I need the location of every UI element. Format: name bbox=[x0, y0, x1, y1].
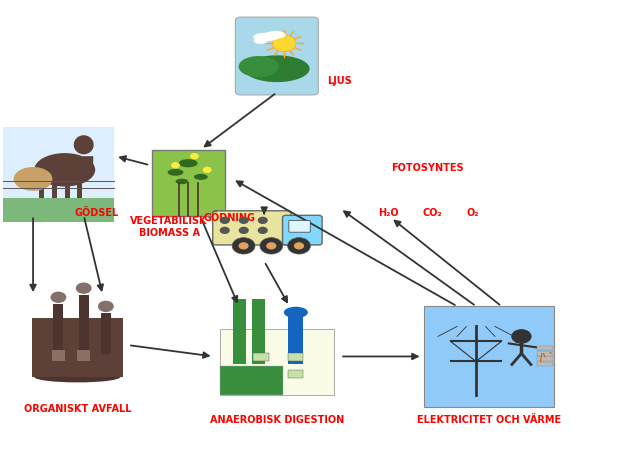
Bar bbox=[100, 313, 111, 354]
Text: H₂O: H₂O bbox=[378, 208, 399, 218]
Ellipse shape bbox=[194, 174, 208, 180]
Circle shape bbox=[219, 227, 230, 234]
Text: LJUS: LJUS bbox=[328, 76, 352, 86]
Bar bbox=[288, 353, 303, 361]
Bar bbox=[79, 295, 89, 354]
Circle shape bbox=[232, 238, 255, 254]
Bar bbox=[39, 175, 45, 198]
Ellipse shape bbox=[74, 135, 93, 154]
Ellipse shape bbox=[244, 55, 310, 82]
Bar bbox=[288, 371, 303, 378]
Circle shape bbox=[258, 217, 268, 224]
FancyBboxPatch shape bbox=[3, 126, 114, 222]
Bar bbox=[32, 318, 123, 377]
Text: FOTOSYNTES: FOTOSYNTES bbox=[391, 163, 464, 173]
Bar bbox=[537, 345, 553, 350]
Bar bbox=[233, 300, 246, 365]
Text: GÖDNING: GÖDNING bbox=[204, 213, 255, 223]
FancyBboxPatch shape bbox=[282, 215, 322, 245]
Ellipse shape bbox=[238, 56, 279, 77]
Circle shape bbox=[171, 162, 180, 169]
Bar bbox=[537, 362, 553, 366]
Circle shape bbox=[511, 329, 532, 344]
Bar bbox=[3, 198, 114, 222]
FancyBboxPatch shape bbox=[212, 211, 291, 245]
Ellipse shape bbox=[98, 301, 114, 312]
FancyBboxPatch shape bbox=[289, 220, 310, 232]
Circle shape bbox=[238, 217, 249, 224]
Bar bbox=[253, 353, 268, 361]
Ellipse shape bbox=[50, 292, 66, 303]
Ellipse shape bbox=[76, 283, 92, 294]
Bar bbox=[52, 350, 65, 361]
FancyBboxPatch shape bbox=[235, 17, 318, 95]
Text: ANAEROBISK DIGESTION: ANAEROBISK DIGESTION bbox=[210, 415, 344, 425]
Bar bbox=[537, 356, 553, 361]
Ellipse shape bbox=[34, 371, 120, 382]
Ellipse shape bbox=[265, 31, 286, 39]
Ellipse shape bbox=[253, 33, 279, 41]
Bar bbox=[251, 300, 265, 365]
Circle shape bbox=[238, 227, 249, 234]
Ellipse shape bbox=[34, 153, 95, 186]
Text: GÖDSEL: GÖDSEL bbox=[74, 208, 118, 218]
Text: O₂: O₂ bbox=[467, 208, 480, 218]
Bar bbox=[253, 371, 268, 378]
Bar bbox=[78, 350, 90, 361]
Polygon shape bbox=[74, 156, 93, 165]
FancyBboxPatch shape bbox=[152, 151, 225, 217]
Bar bbox=[220, 329, 334, 394]
Ellipse shape bbox=[179, 159, 198, 167]
Bar bbox=[53, 304, 64, 354]
Bar bbox=[537, 351, 553, 355]
Circle shape bbox=[266, 242, 277, 250]
Ellipse shape bbox=[176, 179, 188, 184]
Ellipse shape bbox=[254, 37, 268, 44]
Bar bbox=[78, 175, 83, 198]
Circle shape bbox=[219, 217, 230, 224]
Bar bbox=[288, 314, 303, 365]
Text: ELEKTRICITET OCH VÄRME: ELEKTRICITET OCH VÄRME bbox=[417, 415, 561, 425]
Bar bbox=[65, 175, 70, 198]
Bar bbox=[220, 366, 283, 394]
FancyBboxPatch shape bbox=[424, 306, 554, 407]
Circle shape bbox=[287, 238, 310, 254]
Bar bbox=[52, 175, 57, 198]
Circle shape bbox=[238, 242, 249, 250]
Text: ORGANISKT AVFALL: ORGANISKT AVFALL bbox=[24, 404, 131, 414]
Ellipse shape bbox=[13, 167, 52, 191]
Circle shape bbox=[272, 35, 296, 52]
Circle shape bbox=[203, 167, 212, 173]
Circle shape bbox=[190, 153, 199, 159]
Circle shape bbox=[260, 238, 282, 254]
Circle shape bbox=[294, 242, 304, 250]
Text: CO₂: CO₂ bbox=[422, 208, 442, 218]
Ellipse shape bbox=[284, 307, 308, 318]
Text: VEGETABILISK
BIOMASS A: VEGETABILISK BIOMASS A bbox=[130, 216, 208, 238]
Circle shape bbox=[258, 227, 268, 234]
Ellipse shape bbox=[168, 169, 183, 176]
